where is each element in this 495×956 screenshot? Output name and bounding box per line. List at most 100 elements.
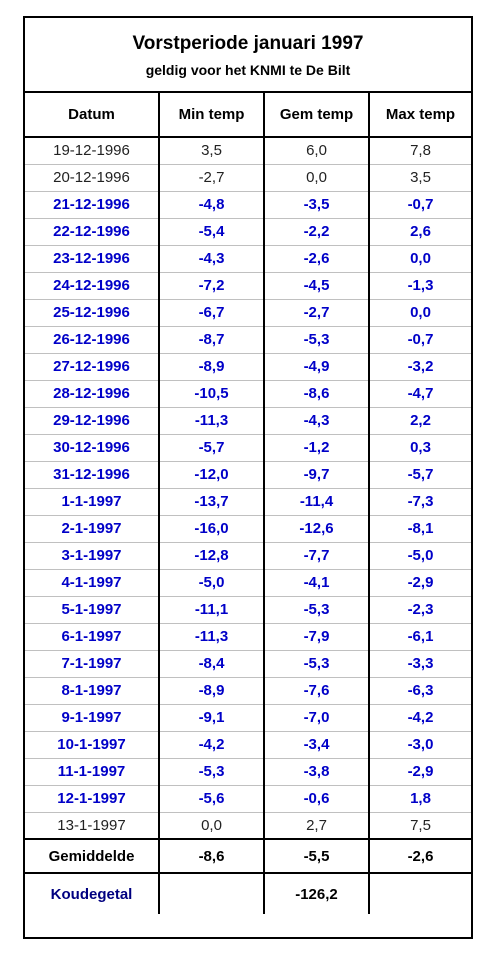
cell-date: 10-1-1997: [25, 731, 160, 759]
cell-date: 28-12-1996: [25, 380, 160, 408]
cell-avg-temp: -3,5: [264, 191, 370, 219]
cell-min-temp: -12,0: [159, 461, 265, 489]
cell-date: 8-1-1997: [25, 677, 160, 705]
header-row: Datum Min temp Gem temp Max temp: [25, 93, 471, 138]
cell-max-temp: -8,1: [369, 515, 471, 543]
cell-avg-temp: -8,6: [264, 380, 370, 408]
table-row: 25-12-1996 -6,7 -2,7 0,0: [25, 299, 471, 327]
cell-min-temp: -11,3: [159, 407, 265, 435]
cell-avg-temp: -2,6: [264, 245, 370, 273]
cell-max-temp: -5,0: [369, 542, 471, 570]
table-row: 10-1-1997 -4,2 -3,4 -3,0: [25, 731, 471, 759]
cell-date: 25-12-1996: [25, 299, 160, 327]
title-block: Vorstperiode januari 1997 geldig voor he…: [25, 18, 471, 93]
cell-max-temp: 3,5: [369, 164, 471, 192]
cell-avg-temp: -1,2: [264, 434, 370, 462]
cold-number-empty-1: [159, 873, 265, 914]
page-title: Vorstperiode januari 1997: [132, 33, 364, 54]
cold-number-row: Koudegetal -126,2: [25, 873, 471, 914]
cell-avg-temp: -5,3: [264, 596, 370, 624]
cell-date: 6-1-1997: [25, 623, 160, 651]
cell-avg-temp: 2,7: [264, 812, 370, 840]
cell-date: 1-1-1997: [25, 488, 160, 516]
cell-max-temp: 0,0: [369, 245, 471, 273]
table-row: 8-1-1997 -8,9 -7,6 -6,3: [25, 677, 471, 705]
cell-min-temp: -2,7: [159, 164, 265, 192]
table-row: 26-12-1996 -8,7 -5,3 -0,7: [25, 326, 471, 354]
cell-avg-temp: -2,2: [264, 218, 370, 246]
cell-date: 4-1-1997: [25, 569, 160, 597]
cell-avg-temp: -5,3: [264, 326, 370, 354]
table-row: 21-12-1996 -4,8 -3,5 -0,7: [25, 191, 471, 219]
cell-min-temp: -11,1: [159, 596, 265, 624]
cell-max-temp: -0,7: [369, 326, 471, 354]
cell-date: 23-12-1996: [25, 245, 160, 273]
table-row: 1-1-1997 -13,7 -11,4 -7,3: [25, 488, 471, 516]
cell-date: 20-12-1996: [25, 164, 160, 192]
cell-min-temp: -8,9: [159, 677, 265, 705]
table-row: 31-12-1996 -12,0 -9,7 -5,7: [25, 461, 471, 489]
cell-date: 2-1-1997: [25, 515, 160, 543]
cell-min-temp: 3,5: [159, 137, 265, 165]
table-row: 20-12-1996 -2,7 0,0 3,5: [25, 164, 471, 192]
cell-max-temp: 1,8: [369, 785, 471, 813]
table-frame: Vorstperiode januari 1997 geldig voor he…: [23, 16, 473, 939]
cell-max-temp: -4,7: [369, 380, 471, 408]
cell-avg-temp: -4,9: [264, 353, 370, 381]
cell-avg-temp: -12,6: [264, 515, 370, 543]
cell-date: 24-12-1996: [25, 272, 160, 300]
cell-avg-temp: -3,8: [264, 758, 370, 786]
cell-min-temp: -12,8: [159, 542, 265, 570]
cell-avg-temp: -3,4: [264, 731, 370, 759]
cell-max-temp: -2,9: [369, 758, 471, 786]
cell-date: 3-1-1997: [25, 542, 160, 570]
cell-avg-temp: -9,7: [264, 461, 370, 489]
table-row: 29-12-1996 -11,3 -4,3 2,2: [25, 407, 471, 435]
cell-avg-temp: -0,6: [264, 785, 370, 813]
cell-avg-temp: -2,7: [264, 299, 370, 327]
cell-min-temp: -13,7: [159, 488, 265, 516]
table-row: 27-12-1996 -8,9 -4,9 -3,2: [25, 353, 471, 381]
cell-min-temp: -5,4: [159, 218, 265, 246]
cell-date: 13-1-1997: [25, 812, 160, 840]
cell-max-temp: -1,3: [369, 272, 471, 300]
cell-min-temp: -6,7: [159, 299, 265, 327]
cell-date: 12-1-1997: [25, 785, 160, 813]
cell-max-temp: 0,3: [369, 434, 471, 462]
cell-avg-temp: -4,5: [264, 272, 370, 300]
cell-min-temp: -8,4: [159, 650, 265, 678]
table-body: 19-12-1996 3,5 6,0 7,8 20-12-1996 -2,7 0,0 3,5 2…: [25, 137, 471, 840]
cell-min-temp: -4,3: [159, 245, 265, 273]
cell-max-temp: 2,6: [369, 218, 471, 246]
cell-max-temp: 2,2: [369, 407, 471, 435]
cell-date: 19-12-1996: [25, 137, 160, 165]
cell-min-temp: -9,1: [159, 704, 265, 732]
cell-min-temp: -5,3: [159, 758, 265, 786]
cell-avg-temp: 0,0: [264, 164, 370, 192]
cell-min-temp: -7,2: [159, 272, 265, 300]
cell-max-temp: -5,7: [369, 461, 471, 489]
table-row: 12-1-1997 -5,6 -0,6 1,8: [25, 785, 471, 813]
cell-min-temp: -5,7: [159, 434, 265, 462]
cell-min-temp: -4,8: [159, 191, 265, 219]
cell-max-temp: 0,0: [369, 299, 471, 327]
cell-date: 5-1-1997: [25, 596, 160, 624]
cell-avg-temp: -4,3: [264, 407, 370, 435]
table-row: 7-1-1997 -8,4 -5,3 -3,3: [25, 650, 471, 678]
table-row: 6-1-1997 -11,3 -7,9 -6,1: [25, 623, 471, 651]
cell-max-temp: -7,3: [369, 488, 471, 516]
table-row: 24-12-1996 -7,2 -4,5 -1,3: [25, 272, 471, 300]
cell-min-temp: -8,7: [159, 326, 265, 354]
cell-avg-temp: -7,6: [264, 677, 370, 705]
cell-date: 11-1-1997: [25, 758, 160, 786]
cell-avg-temp: 6,0: [264, 137, 370, 165]
average-min: -8,6: [159, 839, 265, 874]
table-row: 30-12-1996 -5,7 -1,2 0,3: [25, 434, 471, 462]
header-avg-temp: Gem temp: [264, 93, 370, 138]
cold-number-empty-2: [369, 873, 471, 914]
cell-date: 27-12-1996: [25, 353, 160, 381]
cell-date: 29-12-1996: [25, 407, 160, 435]
cell-max-temp: -3,2: [369, 353, 471, 381]
table-row: 22-12-1996 -5,4 -2,2 2,6: [25, 218, 471, 246]
cell-min-temp: 0,0: [159, 812, 265, 840]
